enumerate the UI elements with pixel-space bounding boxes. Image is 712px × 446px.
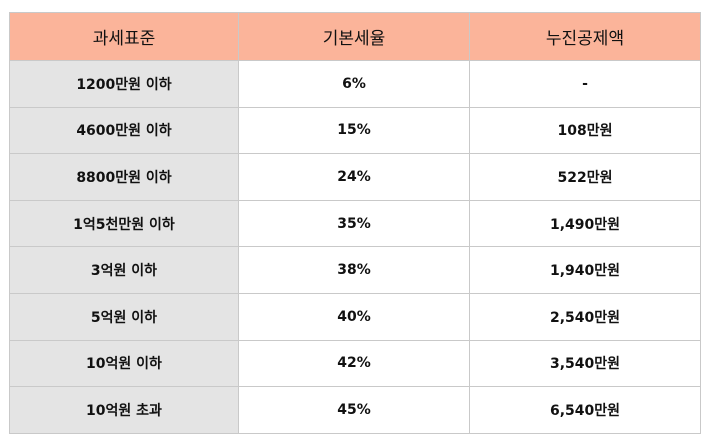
header-tax-base: 과세표준	[9, 12, 239, 61]
table-row: 1200만원 이하 6% -	[9, 60, 701, 108]
table-row: 8800만원 이하 24% 522만원	[9, 153, 701, 201]
header-progressive-deduction: 누진공제액	[469, 12, 701, 61]
tax-rate-table: 과세표준 기본세율 누진공제액 1200만원 이하 6% - 4600만원 이하…	[9, 12, 701, 434]
deduction-cell: 1,490만원	[469, 199, 701, 248]
deduction-cell: 3,540만원	[469, 339, 701, 388]
tax-base-cell: 3억원 이하	[9, 246, 239, 294]
table-row: 4600만원 이하 15% 108만원	[9, 106, 701, 155]
rate-cell: 6%	[238, 60, 470, 108]
tax-base-cell: 5억원 이하	[9, 292, 239, 341]
tax-base-cell: 10억원 초과	[9, 386, 239, 434]
deduction-cell: 6,540만원	[469, 386, 701, 434]
deduction-cell: 2,540만원	[469, 292, 701, 341]
table-row: 3억원 이하 38% 1,940만원	[9, 246, 701, 294]
header-row: 과세표준 기본세율 누진공제액	[9, 12, 701, 61]
rate-cell: 24%	[238, 153, 470, 201]
tax-base-cell: 1200만원 이하	[9, 60, 239, 108]
tax-base-cell: 1억5천만원 이하	[9, 199, 239, 248]
table-body: 1200만원 이하 6% - 4600만원 이하 15% 108만원 8800만…	[9, 60, 701, 434]
table-header: 과세표준 기본세율 누진공제액	[9, 12, 701, 61]
table-row: 1억5천만원 이하 35% 1,490만원	[9, 199, 701, 248]
rate-cell: 38%	[238, 246, 470, 294]
deduction-cell: 522만원	[469, 153, 701, 201]
table-row: 10억원 초과 45% 6,540만원	[9, 386, 701, 434]
deduction-cell: 108만원	[469, 106, 701, 155]
rate-cell: 45%	[238, 386, 470, 434]
rate-cell: 40%	[238, 292, 470, 341]
tax-base-cell: 8800만원 이하	[9, 153, 239, 201]
rate-cell: 35%	[238, 199, 470, 248]
rate-cell: 15%	[238, 106, 470, 155]
tax-base-cell: 10억원 이하	[9, 339, 239, 388]
header-basic-rate: 기본세율	[238, 12, 470, 61]
deduction-cell: -	[469, 60, 701, 108]
deduction-cell: 1,940만원	[469, 246, 701, 294]
rate-cell: 42%	[238, 339, 470, 388]
tax-base-cell: 4600만원 이하	[9, 106, 239, 155]
table-row: 10억원 이하 42% 3,540만원	[9, 339, 701, 388]
table-row: 5억원 이하 40% 2,540만원	[9, 292, 701, 341]
